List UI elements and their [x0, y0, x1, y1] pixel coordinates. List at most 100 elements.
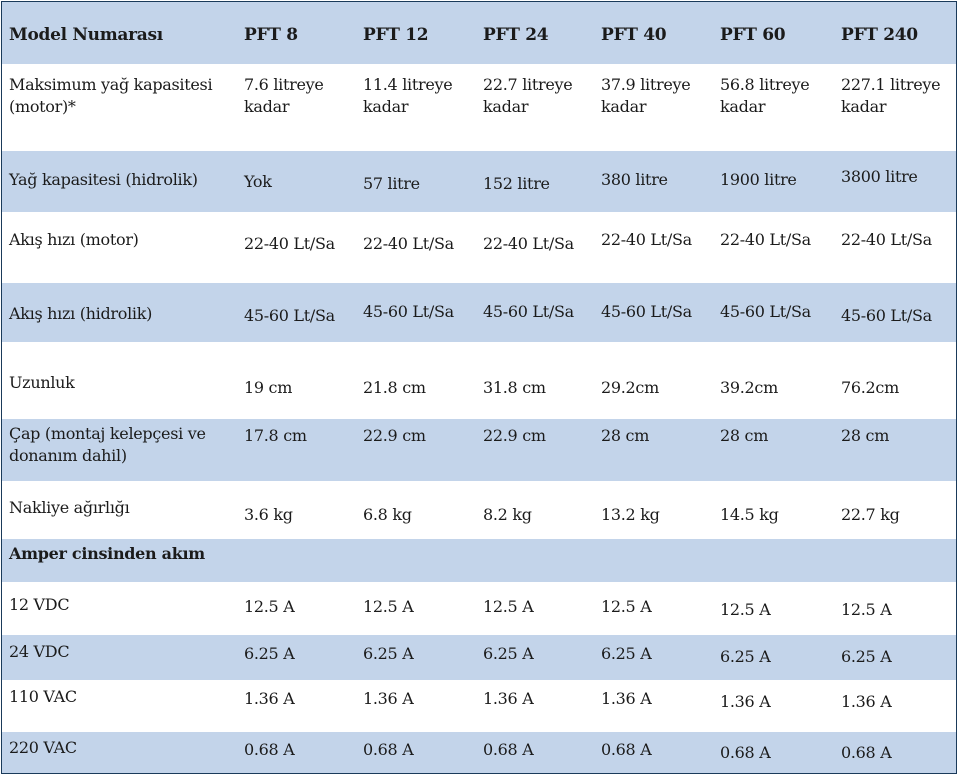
table-cell [363, 539, 483, 582]
table-cell: 6.25 A [720, 647, 771, 666]
header-pft-60: PFT 60 [720, 25, 786, 45]
table-cell: 13.2 kg [601, 505, 660, 524]
header-pft-24: PFT 24 [483, 25, 549, 45]
row-label: Çap (montaj kelepçesi ve donanım dahil) [9, 424, 206, 465]
table-row: Akış hızı (motor) 22-40 Lt/Sa 22-40 Lt/S… [2, 212, 956, 283]
header-pft-40: PFT 40 [601, 25, 667, 45]
table-cell: 1.36 A [720, 692, 771, 711]
table-cell: 12.5 A [244, 597, 295, 616]
header-row: Model Numarası PFT 8 PFT 12 PFT 24 PFT 4… [2, 2, 956, 64]
row-label: 220 VAC [9, 738, 77, 757]
table-cell [841, 539, 956, 582]
table-row: Uzunluk 19 cm 21.8 cm 31.8 cm 29.2cm 39.… [2, 342, 956, 419]
table-row: 110 VAC 1.36 A 1.36 A 1.36 A 1.36 A 1.36… [2, 680, 956, 732]
table-cell: 45-60 Lt/Sa [483, 302, 574, 321]
table-cell: 45-60 Lt/Sa [244, 306, 335, 325]
table-cell: 0.68 A [244, 740, 295, 759]
table-cell: 22.9 cm [363, 426, 426, 445]
table-cell: 28 cm [601, 426, 650, 445]
table-cell: 17.8 cm [244, 426, 307, 445]
table-cell: 12.5 A [483, 597, 534, 616]
table-row: Çap (montaj kelepçesi ve donanım dahil) … [2, 419, 956, 481]
table-cell: 1900 litre [720, 170, 797, 189]
table-cell: 31.8 cm [483, 378, 546, 397]
table-cell: 56.8 litreye kadar [720, 75, 810, 116]
header-pft-240: PFT 240 [841, 25, 918, 45]
table-cell: 1.36 A [601, 689, 652, 708]
section-row: Amper cinsinden akım [2, 539, 956, 582]
table-cell: 22-40 Lt/Sa [601, 230, 692, 249]
table-cell: 6.25 A [601, 644, 652, 663]
table-cell: 6.25 A [363, 644, 414, 663]
table-cell: 28 cm [841, 426, 890, 445]
table-row: 24 VDC 6.25 A 6.25 A 6.25 A 6.25 A 6.25 … [2, 635, 956, 680]
table-cell: 45-60 Lt/Sa [601, 302, 692, 321]
table-cell: 14.5 kg [720, 505, 779, 524]
table-cell: 19 cm [244, 378, 293, 397]
table-cell: 0.68 A [483, 740, 534, 759]
row-label: Maksimum yağ kapasitesi (motor)* [9, 75, 213, 116]
table-cell: 1.36 A [483, 689, 534, 708]
header-pft-8: PFT 8 [244, 25, 298, 45]
table-cell: 45-60 Lt/Sa [720, 302, 811, 321]
table-cell: 22-40 Lt/Sa [720, 230, 811, 249]
section-title: Amper cinsinden akım [9, 544, 205, 563]
row-label: Akış hızı (hidrolik) [9, 304, 153, 323]
table-cell: 21.8 cm [363, 378, 426, 397]
table-cell: 22-40 Lt/Sa [841, 230, 932, 249]
table-cell [601, 539, 720, 582]
table-cell: 227.1 litreye kadar [841, 75, 941, 116]
table-row: Nakliye ağırlığı 3.6 kg 6.8 kg 8.2 kg 13… [2, 481, 956, 539]
table-cell: 45-60 Lt/Sa [841, 306, 932, 325]
table-cell: 3.6 kg [244, 505, 293, 524]
table-row: Akış hızı (hidrolik) 45-60 Lt/Sa 45-60 L… [2, 283, 956, 342]
table-cell [720, 539, 841, 582]
table-row: 12 VDC 12.5 A 12.5 A 12.5 A 12.5 A 12.5 … [2, 582, 956, 635]
table-row: 220 VAC 0.68 A 0.68 A 0.68 A 0.68 A 0.68… [2, 732, 956, 773]
table-cell: 22-40 Lt/Sa [244, 234, 335, 253]
row-label: 24 VDC [9, 642, 70, 661]
table-cell: 3800 litre [841, 167, 918, 186]
table-cell: 22.7 litreye kadar [483, 75, 573, 116]
table-cell: 6.25 A [841, 647, 892, 666]
row-label: Yağ kapasitesi (hidrolik) [9, 170, 198, 189]
header-pft-12: PFT 12 [363, 25, 429, 45]
table-cell: 37.9 litreye kadar [601, 75, 691, 116]
table-cell: 1.36 A [363, 689, 414, 708]
table-cell: 1.36 A [244, 689, 295, 708]
table-cell: 12.5 A [601, 597, 652, 616]
table-cell: 1.36 A [841, 692, 892, 711]
table-cell: 0.68 A [720, 743, 771, 762]
table-cell: 380 litre [601, 170, 668, 189]
table-cell: 12.5 A [363, 597, 414, 616]
table-cell: 22.9 cm [483, 426, 546, 445]
table-cell: 22-40 Lt/Sa [483, 234, 574, 253]
table-row: Yağ kapasitesi (hidrolik) Yok 57 litre 1… [2, 151, 956, 212]
table-cell: Yok [244, 172, 272, 191]
row-label: Akış hızı (motor) [9, 230, 139, 249]
row-label: 12 VDC [9, 595, 70, 614]
table-row: Maksimum yağ kapasitesi (motor)* 7.6 lit… [2, 64, 956, 151]
row-label: 110 VAC [9, 687, 77, 706]
table-cell: 11.4 litreye kadar [363, 75, 453, 116]
table-cell: 57 litre [363, 174, 420, 193]
table-cell: 6.25 A [244, 644, 295, 663]
table-cell [483, 539, 601, 582]
table-cell: 0.68 A [363, 740, 414, 759]
table-cell: 8.2 kg [483, 505, 532, 524]
table-cell: 28 cm [720, 426, 769, 445]
table-cell: 45-60 Lt/Sa [363, 302, 454, 321]
header-model-number: Model Numarası [9, 25, 163, 45]
table-cell: 12.5 A [720, 600, 771, 619]
table-cell: 6.8 kg [363, 505, 412, 524]
table-cell: 76.2cm [841, 378, 899, 397]
table-cell: 29.2cm [601, 378, 659, 397]
table-cell: 0.68 A [841, 743, 892, 762]
table-cell: 22-40 Lt/Sa [363, 234, 454, 253]
table-cell: 6.25 A [483, 644, 534, 663]
table-cell: 22.7 kg [841, 505, 900, 524]
table-cell: 0.68 A [601, 740, 652, 759]
table-cell: 7.6 litreye kadar [244, 75, 324, 116]
table-cell: 12.5 A [841, 600, 892, 619]
